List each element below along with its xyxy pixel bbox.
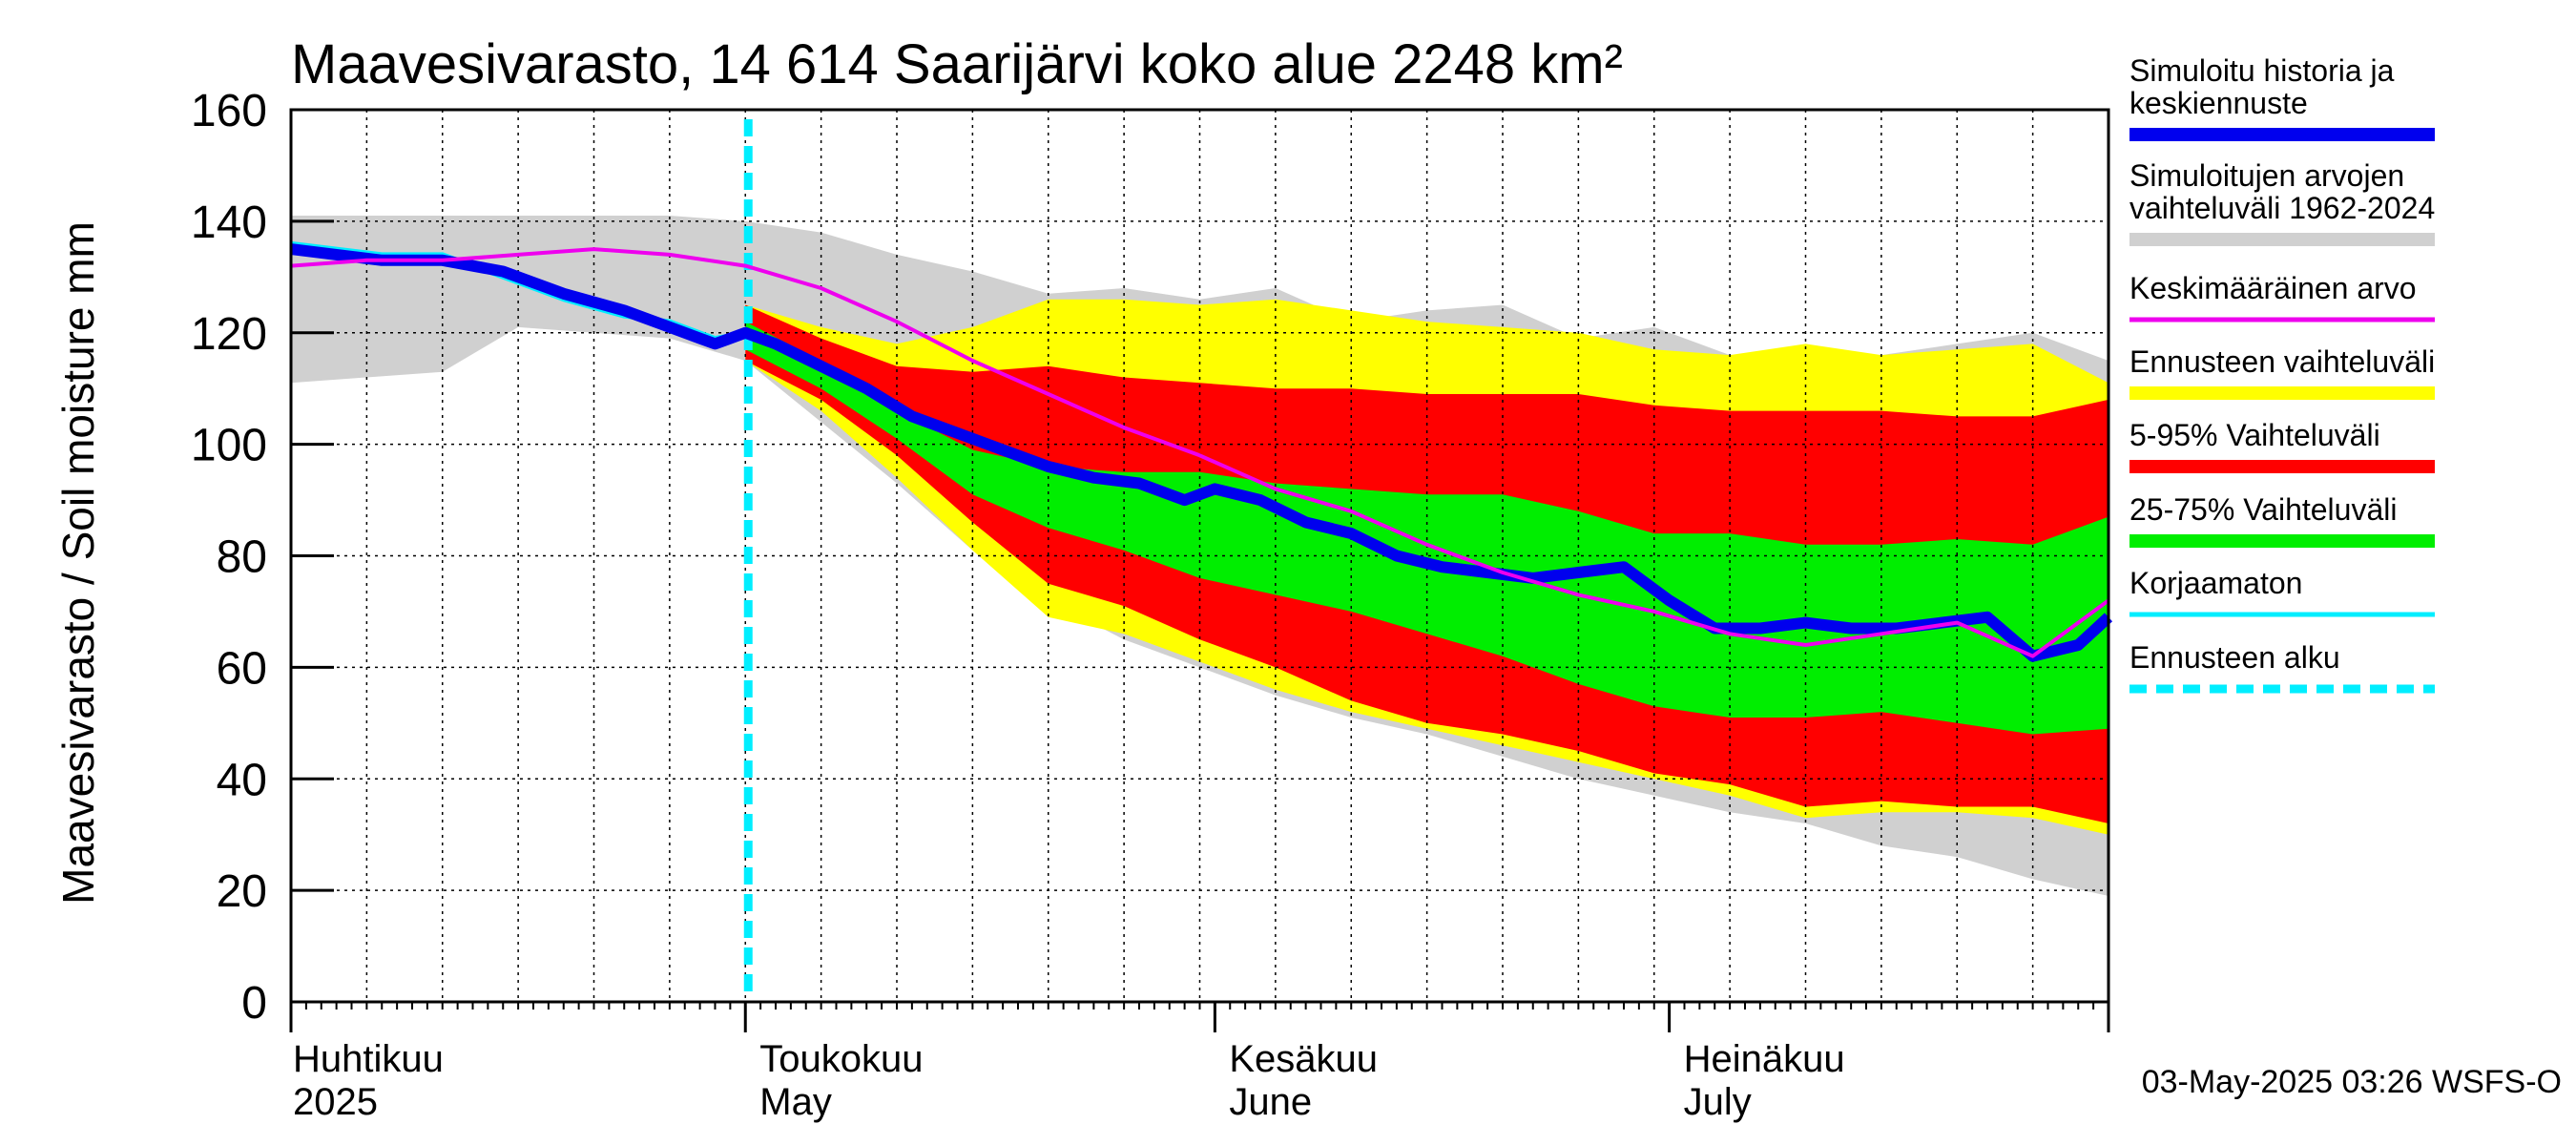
median-line <box>290 243 2113 662</box>
legend: Simuloitu historia ja keskiennuste Simuloi… <box>2129 53 2435 694</box>
timestamp-footer: 03-May-2025 03:26 WSFS-O <box>2142 1064 2562 1100</box>
month-label-en: May <box>759 1081 832 1123</box>
legend-label: Ennusteen alku <box>2129 640 2340 675</box>
y-axis-label: Maavesivarasto / Soil moisture mm <box>53 221 103 905</box>
grid-lines <box>291 110 2109 1002</box>
month-label-en: June <box>1229 1081 1312 1123</box>
legend-label: Simuloitujen arvojen vaihteluväli 1962-20… <box>2129 158 2435 225</box>
plot-layer <box>290 110 2113 1002</box>
legend-label: Simuloitu historia ja keskiennuste <box>2129 53 2395 120</box>
legend-label: Keskimääräinen arvo <box>2129 271 2417 305</box>
month-label-fi: Kesäkuu <box>1229 1038 1378 1080</box>
month-label-fi: Toukokuu <box>759 1038 923 1080</box>
month-label-fi: Huhtikuu <box>293 1038 444 1080</box>
legend-label: Korjaamaton <box>2129 566 2302 600</box>
month-label-fi: Heinäkuu <box>1684 1038 1845 1080</box>
mean-line <box>290 247 2110 658</box>
legend-label: 25-75% Vaihteluväli <box>2129 492 2397 527</box>
month-label-en: 2025 <box>293 1081 378 1123</box>
legend-label: Ennusteen vaihteluväli <box>2129 344 2435 379</box>
y-tick-label: 20 <box>217 866 267 917</box>
y-tick-label: 80 <box>217 532 267 583</box>
y-tick-label: 160 <box>191 86 267 136</box>
y-tick-label: 60 <box>217 643 267 694</box>
y-tick-label: 100 <box>191 421 267 471</box>
month-label-en: July <box>1684 1081 1752 1123</box>
y-tick-label: 120 <box>191 309 267 360</box>
legend-label: 5-95% Vaihteluväli <box>2129 418 2380 452</box>
y-tick-label: 140 <box>191 198 267 248</box>
y-tick-label: 40 <box>217 755 267 805</box>
y-tick-label: 0 <box>241 978 267 1029</box>
chart-title: Maavesivarasto, 14 614 Saarijärvi koko a… <box>291 33 1623 95</box>
